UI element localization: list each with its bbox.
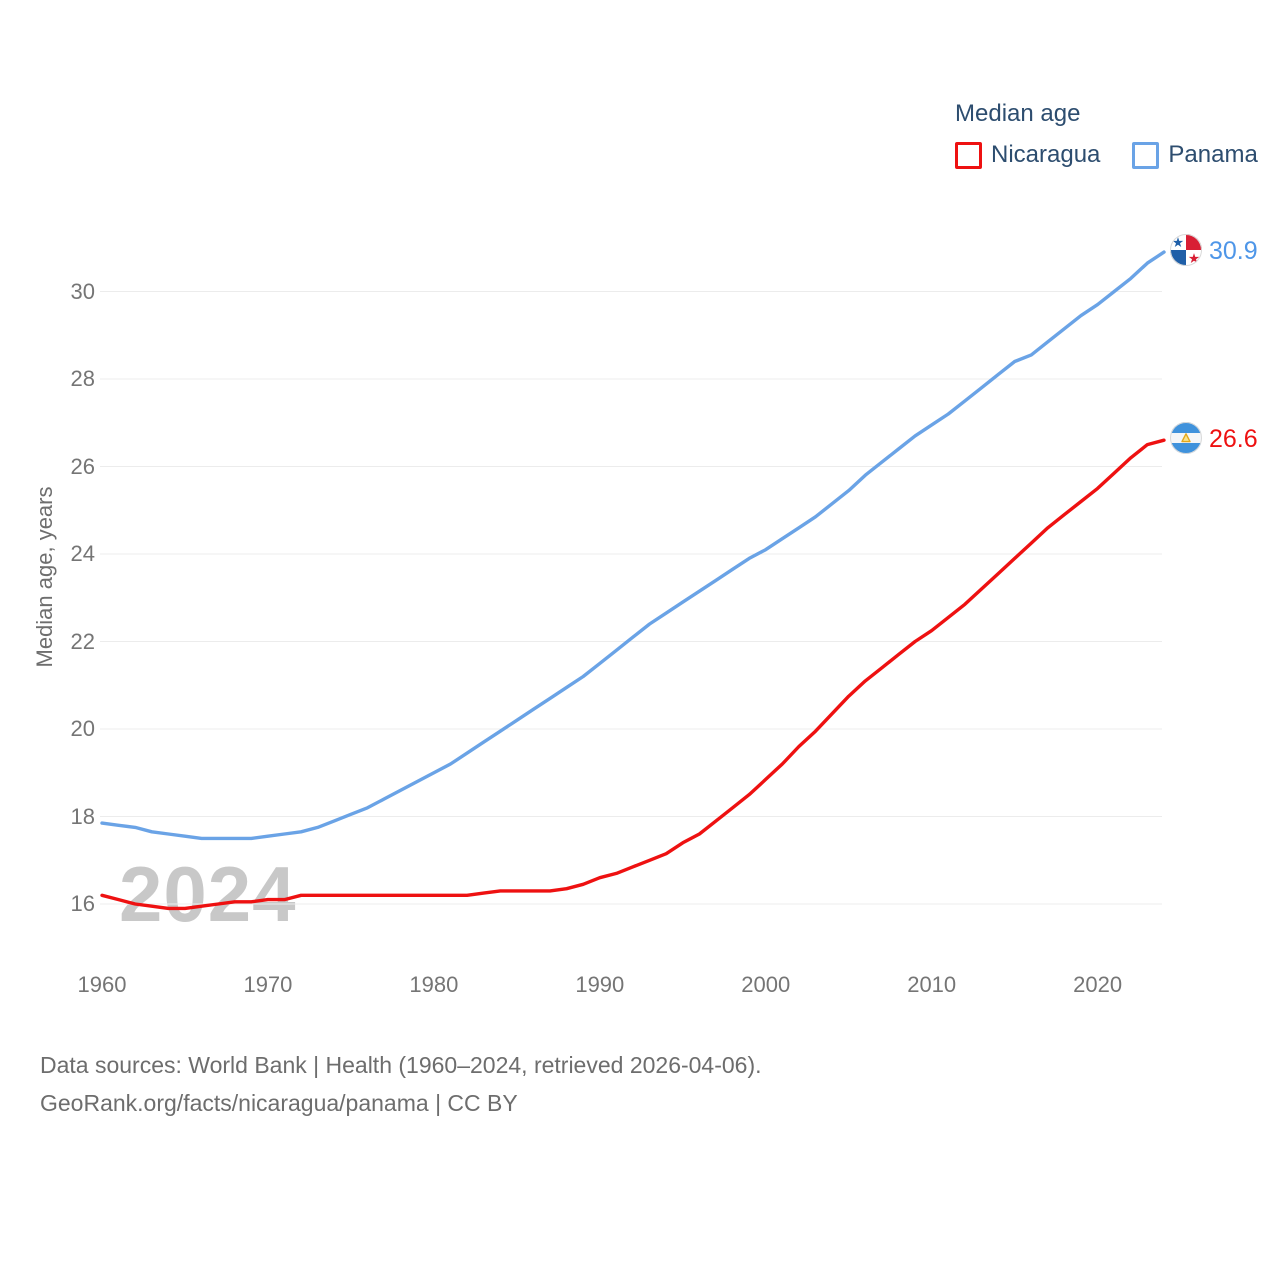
y-tick-label: 26: [70, 453, 95, 479]
footer-attribution-url: GeoRank.org/facts/nicaragua/panama | CC …: [40, 1090, 518, 1116]
x-tick-label: 1960: [77, 972, 127, 997]
legend-label-nicaragua: Nicaragua: [991, 141, 1101, 168]
footer: Data sources: World Bank | Health (1960–…: [40, 1046, 762, 1122]
y-tick-label: 30: [70, 278, 95, 304]
legend-label-panama: Panama: [1168, 141, 1258, 168]
nicaragua-swatch-checkbox[interactable]: [955, 141, 982, 169]
y-tick-label: 28: [70, 366, 95, 391]
y-tick-label: 20: [70, 716, 95, 741]
gridlines: [100, 291, 1162, 905]
footer-data-sources: Data sources: World Bank | Health (1960–…: [40, 1052, 762, 1078]
nicaragua-line-series[interactable]: [100, 438, 1166, 911]
x-tick-label: 1990: [575, 972, 625, 997]
x-tick-label: 1970: [243, 972, 293, 997]
x-tick-label: 2010: [907, 972, 957, 997]
y-tick-label: 18: [70, 803, 95, 829]
panama-flag-icon: [1170, 234, 1202, 266]
y-tick-label: 24: [70, 541, 95, 566]
legend-item-nicaragua[interactable]: Nicaragua: [955, 141, 1100, 169]
nicaragua-end-value: 26.6: [1209, 425, 1258, 453]
legend: Median age Nicaragua Panama: [955, 100, 1258, 169]
legend-title: Median age: [955, 100, 1081, 127]
x-tick-label: 2020: [1073, 972, 1123, 997]
legend-row: Nicaragua Panama: [955, 141, 1258, 169]
y-tick-label: 16: [70, 891, 95, 916]
y-tick-label: 22: [70, 628, 95, 654]
legend-item-panama[interactable]: Panama: [1132, 141, 1258, 169]
panama-swatch-checkbox[interactable]: [1132, 141, 1160, 169]
x-tick-label: 2000: [741, 972, 791, 997]
x-tick-label: 1980: [409, 972, 459, 997]
panama-line-series[interactable]: [100, 250, 1166, 841]
watermark-year: 2024: [119, 850, 297, 938]
nicaragua-flag-icon: [1170, 422, 1202, 454]
panama-end-value: 30.9: [1209, 237, 1258, 265]
